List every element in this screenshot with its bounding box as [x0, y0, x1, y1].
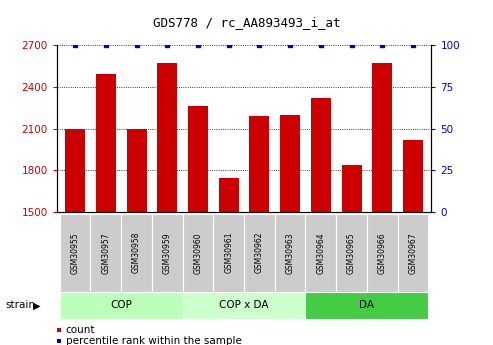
Bar — [249, 116, 269, 212]
Text: GSM30965: GSM30965 — [347, 232, 356, 274]
Bar — [182, 292, 306, 319]
Text: COP: COP — [110, 300, 132, 310]
Text: GSM30958: GSM30958 — [132, 232, 141, 274]
Text: GSM30961: GSM30961 — [224, 232, 233, 274]
Text: GDS778 / rc_AA893493_i_at: GDS778 / rc_AA893493_i_at — [153, 16, 340, 29]
Bar — [182, 214, 213, 292]
Bar — [306, 214, 336, 292]
Bar — [367, 214, 397, 292]
Text: GSM30964: GSM30964 — [317, 232, 325, 274]
Bar — [311, 98, 331, 212]
Text: percentile rank within the sample: percentile rank within the sample — [66, 336, 242, 345]
Bar — [60, 292, 182, 319]
Bar — [219, 178, 239, 212]
Text: GSM30955: GSM30955 — [70, 232, 80, 274]
Bar — [336, 214, 367, 292]
Bar — [96, 74, 116, 212]
Bar — [213, 214, 244, 292]
Bar — [127, 129, 146, 212]
Bar — [188, 106, 208, 212]
Bar — [403, 140, 423, 212]
Bar — [280, 115, 300, 212]
Bar — [121, 214, 152, 292]
Text: GSM30960: GSM30960 — [193, 232, 203, 274]
Bar — [65, 128, 85, 212]
Bar — [244, 214, 275, 292]
Bar — [60, 214, 91, 292]
Bar — [397, 214, 428, 292]
Text: GSM30959: GSM30959 — [163, 232, 172, 274]
Bar — [152, 214, 182, 292]
Bar — [372, 63, 392, 212]
Text: GSM30966: GSM30966 — [378, 232, 387, 274]
Text: DA: DA — [359, 300, 374, 310]
Bar — [275, 214, 306, 292]
Text: count: count — [66, 325, 95, 335]
Bar — [91, 214, 121, 292]
Text: COP x DA: COP x DA — [219, 300, 269, 310]
Text: GSM30962: GSM30962 — [255, 232, 264, 274]
Bar — [157, 63, 177, 212]
Bar — [306, 292, 428, 319]
Text: GSM30963: GSM30963 — [285, 232, 295, 274]
Text: strain: strain — [5, 300, 35, 310]
Text: GSM30967: GSM30967 — [408, 232, 418, 274]
Bar — [342, 165, 361, 212]
Text: GSM30957: GSM30957 — [102, 232, 110, 274]
Text: ▶: ▶ — [33, 300, 41, 310]
